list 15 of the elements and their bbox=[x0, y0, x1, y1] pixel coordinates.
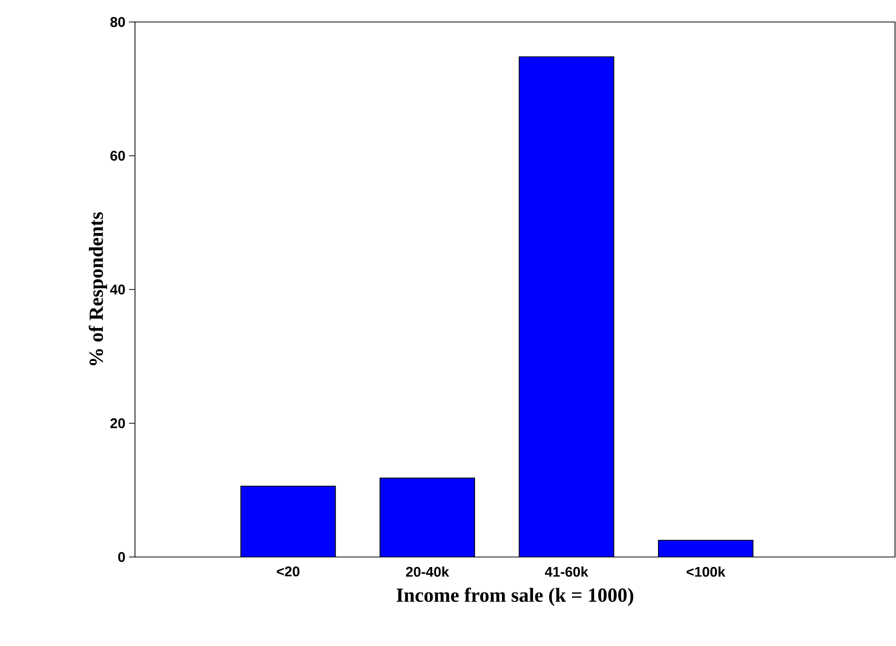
x-axis-title: Income from sale (k = 1000) bbox=[396, 588, 634, 606]
bar bbox=[519, 56, 614, 557]
bar bbox=[240, 486, 336, 557]
y-tick-label: 20 bbox=[110, 418, 125, 428]
x-tick-label: <100k bbox=[686, 566, 726, 577]
x-tick-label: <20 bbox=[276, 566, 300, 576]
y-tick-label: 60 bbox=[110, 150, 125, 161]
y-axis-title: % of Respondents bbox=[88, 212, 108, 366]
y-tick-label: 80 bbox=[110, 17, 125, 27]
bar bbox=[658, 540, 754, 557]
y-tick-label: 0 bbox=[118, 552, 125, 562]
bar bbox=[380, 478, 476, 557]
x-tick-label: 41-60k bbox=[544, 566, 588, 577]
x-tick-label: 20-40k bbox=[406, 566, 450, 577]
y-tick-label: 40 bbox=[110, 284, 125, 294]
